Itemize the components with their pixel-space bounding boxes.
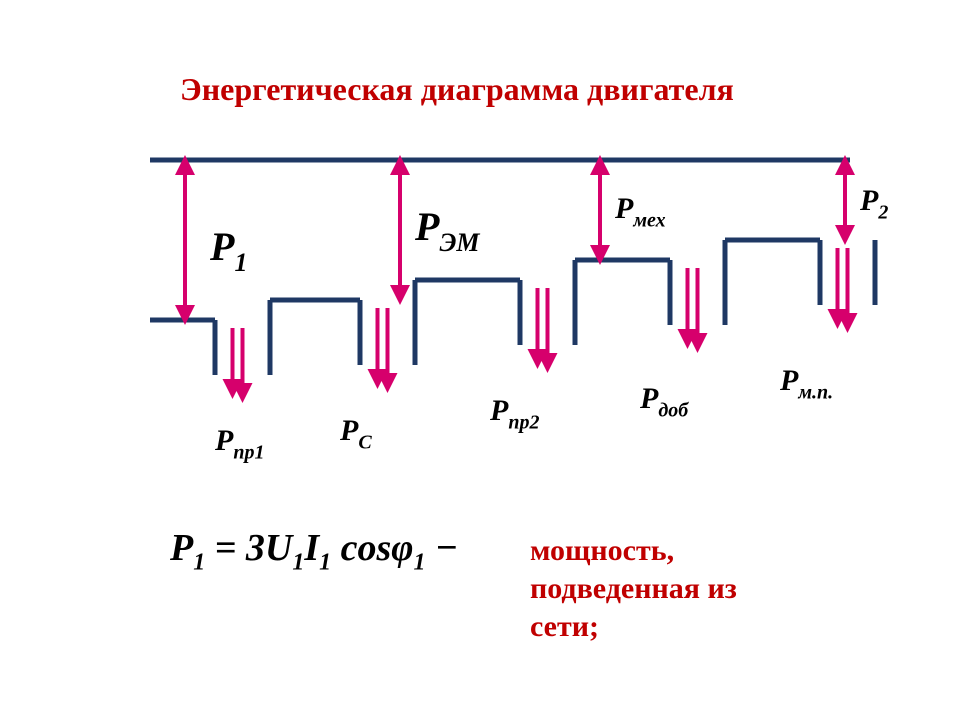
desc-line-0: мощность, (530, 534, 674, 567)
label-Pmex: Pмех (614, 192, 666, 231)
diagram-title: Энергетическая диаграмма двигателя (180, 71, 734, 107)
label-Ppr1: Pпр1 (214, 424, 264, 463)
formula-p1: P1 = 3U1I1 cosφ1 − (169, 527, 458, 576)
label-Pmp: Pм.п. (779, 364, 833, 403)
desc-line-2: сети; (530, 610, 599, 643)
label-P2: P2 (859, 184, 888, 223)
label-PEM: PЭМ (414, 204, 480, 257)
label-Ppr2: Pпр2 (489, 394, 539, 433)
label-P1: P1 (209, 224, 247, 277)
label-Pdob: Pдоб (639, 382, 689, 421)
desc-line-1: подведенная из (530, 572, 737, 605)
label-PC: PC (339, 414, 372, 453)
